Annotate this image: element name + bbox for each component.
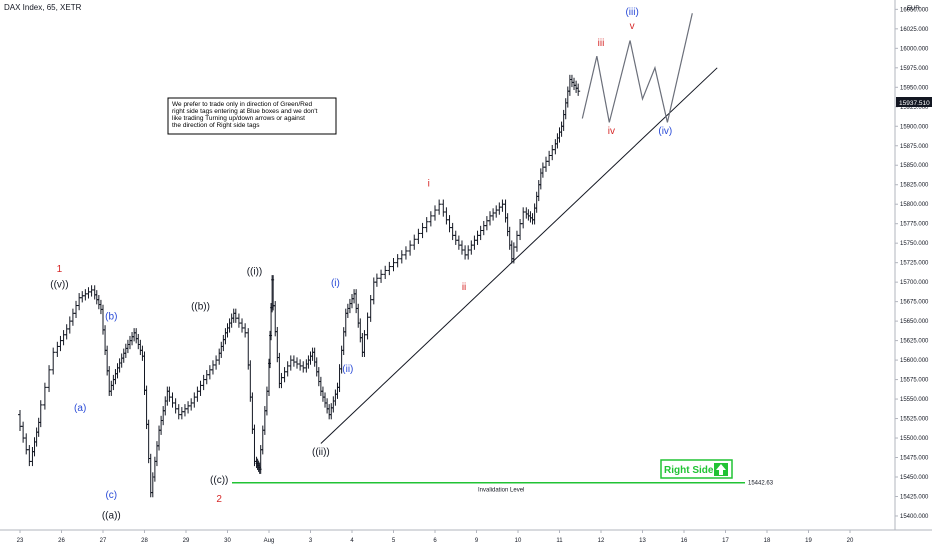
wave-label: ((ii)) (312, 447, 330, 458)
note-line: the direction of Right side tags (172, 122, 260, 129)
price-tick-label: 15875.000 (900, 144, 929, 150)
wave-label: 2 (216, 494, 222, 505)
note-box (167, 97, 337, 135)
price-tick-label: 15400.000 (900, 514, 929, 520)
time-tick-label: Aug (264, 538, 275, 544)
current-price-tag: 15937.510 (896, 97, 932, 107)
price-tick-label: 15450.000 (900, 475, 929, 481)
time-tick-label: 5 (392, 538, 396, 544)
time-tick-label: 17 (722, 538, 729, 544)
time-tick-label: 12 (598, 538, 605, 544)
right-side-label: Right Side (664, 465, 714, 476)
invalidation-label: Invalidation Level (478, 488, 524, 494)
wave-label: ((i)) (247, 266, 263, 277)
price-tick-label: 15925.000 (900, 105, 929, 111)
time-tick-label: 10 (515, 538, 522, 544)
strategy-note: We prefer to trade only in direction of … (167, 97, 337, 135)
wave-label: ((c)) (210, 475, 228, 486)
time-axis-ticks: 23 26 27 28 29 30 Aug 3 4 5 6 9 10 11 12 13 16 17 18 19 20 (17, 530, 854, 544)
time-tick-label: 3 (309, 538, 313, 544)
price-tick-label: 15575.000 (900, 378, 929, 384)
right-side-badge: Right Side (660, 459, 733, 479)
price-series-group (18, 74, 581, 498)
price-tick-label: 15425.000 (900, 494, 929, 500)
price-tick-label: 15550.000 (900, 397, 929, 403)
invalidation-value: 15442.63 (748, 481, 774, 487)
time-tick-label: 26 (58, 538, 65, 544)
wave-label: (b) (105, 312, 117, 323)
time-tick-label: 4 (350, 538, 354, 544)
price-tick-label: 15900.000 (900, 124, 929, 130)
price-tick-label: 16050.000 (900, 7, 929, 13)
wave-label: ((b)) (191, 301, 210, 312)
projection-group (581, 13, 693, 123)
time-tick-label: 29 (183, 538, 190, 544)
price-tick-label: 15950.000 (900, 85, 929, 91)
price-tick-label: 16025.000 (900, 27, 929, 33)
note-line: right side tags entering at Blue boxes a… (172, 108, 318, 115)
wave-label: (ii) (342, 364, 353, 375)
time-tick-label: 6 (433, 538, 437, 544)
trendline-group (320, 67, 718, 444)
wave-label: (iv) (658, 126, 672, 137)
wave-label: iv (608, 126, 615, 137)
current-price-value: 15937.510 (899, 100, 930, 107)
price-tick-label: 15625.000 (900, 339, 929, 345)
wave-label: (a) (74, 403, 86, 414)
time-tick-label: 13 (639, 538, 646, 544)
price-tick-label: 15675.000 (900, 300, 929, 306)
time-tick-label: 27 (100, 538, 107, 544)
wave-label: (c) (105, 490, 117, 501)
time-tick-label: 11 (556, 538, 563, 544)
price-tick-label: 15850.000 (900, 163, 929, 169)
projection-path (581, 13, 693, 123)
wave-label: ((a)) (102, 510, 121, 521)
time-tick-label: 28 (141, 538, 148, 544)
price-axis-ticks: 15400.000 15425.000 15450.000 15475.000 1550… (895, 7, 929, 520)
wave-label: iii (598, 38, 605, 49)
price-tick-label: 15825.000 (900, 183, 929, 189)
price-tick-label: 15500.000 (900, 436, 929, 442)
price-tick-label: 15600.000 (900, 358, 929, 364)
wave-label: ((v)) (50, 280, 68, 291)
price-tick-label: 15750.000 (900, 241, 929, 247)
time-tick-label: 19 (805, 538, 812, 544)
price-tick-label: 15475.000 (900, 456, 929, 462)
wave-labels-group: 1 ((v)) (a) (b) (c) ((a)) ((b)) ((c)) 2 ((i)) (i) (… (50, 7, 672, 522)
currency-label: EUR (907, 6, 920, 12)
price-tick-label: 15525.000 (900, 417, 929, 423)
wave-label: i (428, 178, 430, 189)
time-tick-label: 20 (847, 538, 854, 544)
trendline (320, 67, 718, 444)
price-tick-label: 15650.000 (900, 319, 929, 325)
wave-label: v (630, 21, 635, 32)
price-tick-label: 15975.000 (900, 66, 929, 72)
wave-label: 1 (57, 264, 63, 275)
price-tick-label: 16000.000 (900, 46, 929, 52)
note-line: like trading Turning up/down arrows or a… (172, 115, 305, 122)
wave-label: ii (462, 282, 466, 293)
time-tick-label: 16 (681, 538, 688, 544)
price-tick-label: 15700.000 (900, 280, 929, 286)
price-tick-label: 15725.000 (900, 261, 929, 267)
current-price-bg (896, 97, 932, 107)
time-tick-label: 18 (764, 538, 771, 544)
time-tick-label: 9 (475, 538, 479, 544)
time-tick-label: 23 (17, 538, 24, 544)
price-tick-label: 15775.000 (900, 222, 929, 228)
wave-label: (i) (331, 278, 340, 289)
note-line: We prefer to trade only in direction of … (172, 101, 312, 108)
time-tick-label: 30 (224, 538, 231, 544)
price-tick-label: 15800.000 (900, 202, 929, 208)
up-arrow-icon (716, 464, 726, 475)
symbol-title: DAX Index, 65, XETR (4, 3, 82, 12)
wave-label: (iii) (625, 7, 638, 18)
